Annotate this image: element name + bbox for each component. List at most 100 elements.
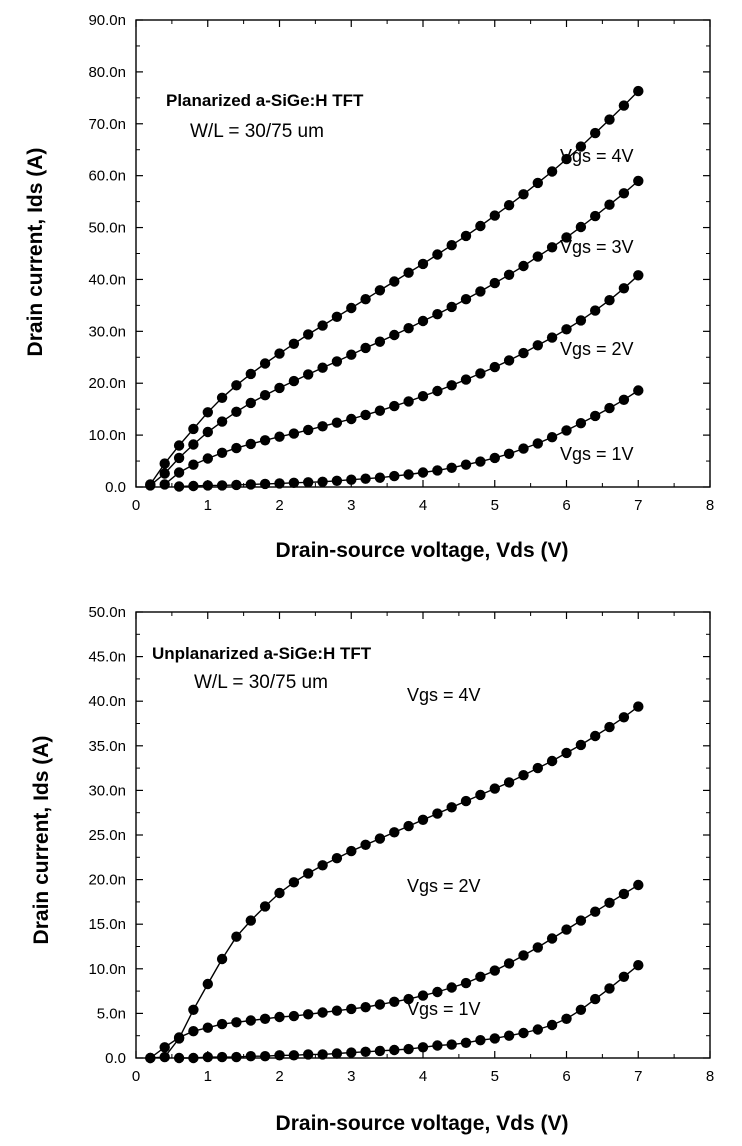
data-point-vgs-3v: [288, 375, 300, 387]
data-point-vgs-4v: [245, 368, 256, 380]
chart-subtitle: W/L = 30/75 um: [194, 672, 328, 693]
x-tick-label: 5: [491, 497, 499, 514]
data-point-vgs-1v: [317, 476, 328, 487]
data-point-vgs-3v: [446, 301, 457, 313]
data-point-vgs-1v: [188, 480, 199, 492]
data-point-vgs-2v: [389, 996, 400, 1007]
data-point-vgs-2v: [417, 391, 429, 402]
y-tick-label: 60.0n: [88, 168, 126, 185]
data-point-vgs-4v: [604, 114, 615, 125]
data-point-vgs-1v: [259, 478, 271, 490]
x-tick-label: 0: [132, 497, 140, 514]
data-point-vgs-3v: [259, 390, 271, 401]
data-point-vgs-2v: [145, 1052, 156, 1064]
y-tick-label: 40.0n: [88, 693, 126, 710]
data-point-vgs-2v: [303, 424, 314, 436]
data-point-vgs-1v: [360, 473, 371, 484]
data-point-vgs-3v: [145, 480, 156, 491]
chart-title: Unplanarized a-SiGe:H TFT: [152, 644, 372, 663]
data-point-vgs-2v: [503, 958, 515, 969]
data-point-vgs-4v: [346, 302, 357, 314]
data-point-vgs-2v: [475, 971, 486, 982]
data-point-vgs-2v: [489, 361, 500, 373]
data-point-vgs-4v: [303, 868, 314, 879]
data-point-vgs-3v: [374, 336, 386, 347]
data-point-vgs-1v: [460, 1037, 472, 1049]
data-point-vgs-2v: [633, 879, 644, 891]
data-point-vgs-4v: [460, 795, 472, 807]
data-point-vgs-4v: [159, 1051, 170, 1063]
data-point-vgs-2v: [374, 999, 386, 1010]
data-point-vgs-1v: [288, 1050, 300, 1061]
data-point-vgs-1v: [346, 474, 357, 485]
data-point-vgs-1v: [231, 479, 242, 491]
data-point-vgs-2v: [331, 417, 343, 428]
data-point-vgs-3v: [245, 397, 256, 409]
y-tick-label: 35.0n: [88, 738, 126, 755]
data-point-vgs-4v: [331, 853, 343, 864]
data-point-vgs-2v: [202, 453, 213, 464]
data-point-vgs-2v: [159, 479, 170, 490]
data-point-vgs-1v: [446, 1039, 457, 1050]
data-point-vgs-3v: [317, 362, 328, 373]
data-point-vgs-1v: [389, 470, 400, 482]
data-point-vgs-2v: [475, 368, 486, 379]
y-tick-label: 15.0n: [88, 916, 126, 933]
y-tick-label: 90.0n: [88, 12, 126, 29]
chart-unplanarized: Unplanarized a-SiGe:H TFT W/L = 30/75 um…: [30, 604, 714, 1135]
data-point-vgs-4v: [446, 802, 457, 813]
data-point-vgs-4v: [188, 423, 199, 435]
data-point-vgs-4v: [503, 777, 515, 788]
data-point-vgs-2v: [317, 421, 328, 432]
data-point-vgs-4v: [618, 100, 630, 111]
data-point-vgs-1v: [360, 1046, 371, 1058]
data-point-vgs-4v: [518, 770, 529, 781]
data-point-vgs-2v: [288, 1010, 300, 1022]
data-point-vgs-3v: [618, 188, 630, 199]
data-point-vgs-3v: [561, 232, 572, 243]
data-point-vgs-1v: [489, 452, 500, 464]
data-point-vgs-3v: [173, 452, 185, 464]
data-point-vgs-4v: [575, 141, 587, 152]
data-point-vgs-1v: [245, 479, 256, 490]
data-point-vgs-4v: [503, 200, 515, 211]
data-point-vgs-1v: [604, 983, 615, 994]
data-point-vgs-1v: [389, 1044, 400, 1056]
data-point-vgs-1v: [202, 1051, 213, 1063]
data-point-vgs-4v: [317, 320, 328, 331]
data-point-vgs-1v: [575, 418, 587, 429]
x-tick-label: 8: [706, 497, 714, 514]
data-point-vgs-4v: [231, 931, 242, 942]
data-point-vgs-1v: [188, 1052, 199, 1064]
data-point-vgs-3v: [460, 294, 472, 305]
data-point-vgs-4v: [446, 240, 457, 251]
data-point-vgs-2v: [188, 1026, 199, 1037]
data-point-vgs-2v: [403, 993, 414, 1005]
data-point-vgs-2v: [188, 459, 199, 470]
data-point-vgs-2v: [360, 409, 371, 421]
data-point-vgs-2v: [604, 897, 615, 908]
data-point-vgs-4v: [546, 166, 558, 177]
data-point-vgs-2v: [618, 283, 630, 294]
x-tick-label: 8: [706, 1068, 714, 1085]
data-point-vgs-2v: [618, 888, 630, 900]
series-label-vgs-3v: Vgs = 3V: [560, 237, 634, 257]
data-point-vgs-1v: [216, 480, 228, 491]
data-point-vgs-4v: [633, 85, 644, 97]
data-point-vgs-1v: [331, 475, 343, 486]
data-point-vgs-1v: [432, 1040, 443, 1051]
data-point-vgs-3v: [417, 315, 429, 327]
data-point-vgs-1v: [532, 438, 543, 449]
y-tick-label: 30.0n: [88, 782, 126, 799]
data-point-vgs-2v: [546, 933, 558, 944]
data-point-vgs-1v: [317, 1049, 328, 1060]
data-point-vgs-2v: [259, 435, 271, 446]
data-point-vgs-1v: [403, 1043, 414, 1055]
x-tick-label: 5: [491, 1068, 499, 1085]
data-point-vgs-2v: [561, 924, 572, 935]
data-point-vgs-3v: [489, 277, 500, 289]
y-axis-label: Drain current, Ids (A): [30, 736, 53, 945]
data-point-vgs-3v: [188, 439, 199, 450]
data-point-vgs-4v: [173, 440, 185, 451]
y-tick-label: 25.0n: [88, 827, 126, 844]
